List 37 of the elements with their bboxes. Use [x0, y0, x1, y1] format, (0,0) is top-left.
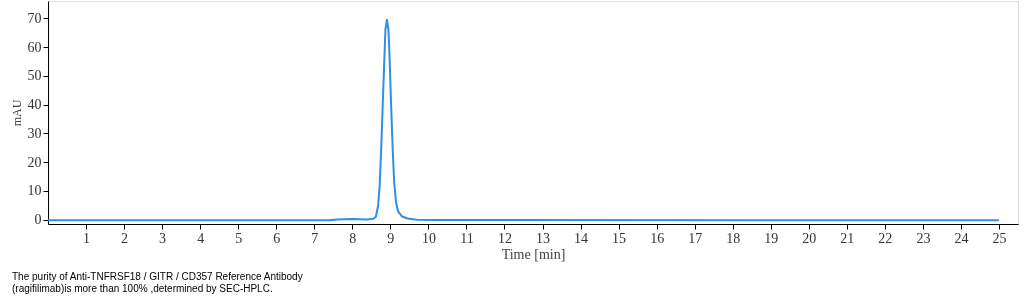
y-tick-label: 60 — [27, 39, 42, 55]
x-tick-label: 10 — [421, 230, 436, 246]
x-tick-label: 25 — [992, 230, 1007, 246]
x-tick-label: 2 — [121, 230, 129, 246]
x-tick-label: 4 — [197, 230, 205, 246]
x-tick-label: 6 — [273, 230, 281, 246]
text: The purity of Anti-TNFRSF18 / GITR / CD357 Reference Antibody (ragifilimab)is more than 100% ,determined by SEC-HPLC. — [12, 271, 303, 294]
x-tick-label: 13 — [536, 230, 551, 246]
x-tick-label: 21 — [840, 230, 855, 246]
x-tick-label: 8 — [349, 230, 357, 246]
x-tick-label: 16 — [650, 230, 665, 246]
y-tick-label: 0 — [34, 212, 42, 228]
x-tick-label: 3 — [159, 230, 167, 246]
x-tick-label: 14 — [574, 230, 589, 246]
x-tick-label: 22 — [878, 230, 893, 246]
x-tick-label: 24 — [954, 230, 969, 246]
x-tick-label: 19 — [764, 230, 779, 246]
x-tick-label: 11 — [460, 230, 474, 246]
x-tick-label: 1 — [83, 230, 91, 246]
y-tick-label: 10 — [27, 183, 42, 199]
y-tick-label: 70 — [27, 10, 42, 26]
y-tick-label: 40 — [27, 97, 42, 113]
y-tick-label: 30 — [27, 125, 42, 141]
x-tick-label: 15 — [612, 230, 627, 246]
line-series — [48, 18, 1000, 222]
x-tick-label: 5 — [235, 230, 243, 246]
y-axis-title: mAU — [9, 99, 24, 127]
x-tick-label: 12 — [497, 230, 512, 246]
x-tick-label: 18 — [726, 230, 741, 246]
x-tick-label: 17 — [688, 230, 703, 246]
x-tick-label: 23 — [916, 230, 931, 246]
x-tick-label: 9 — [387, 230, 395, 246]
x-tick-label: 7 — [311, 230, 319, 246]
x-tick-label: 20 — [802, 230, 817, 246]
y-tick-label: 50 — [27, 68, 42, 84]
x-axis-title: Time [min] — [501, 246, 566, 262]
y-tick-label: 20 — [27, 154, 42, 170]
